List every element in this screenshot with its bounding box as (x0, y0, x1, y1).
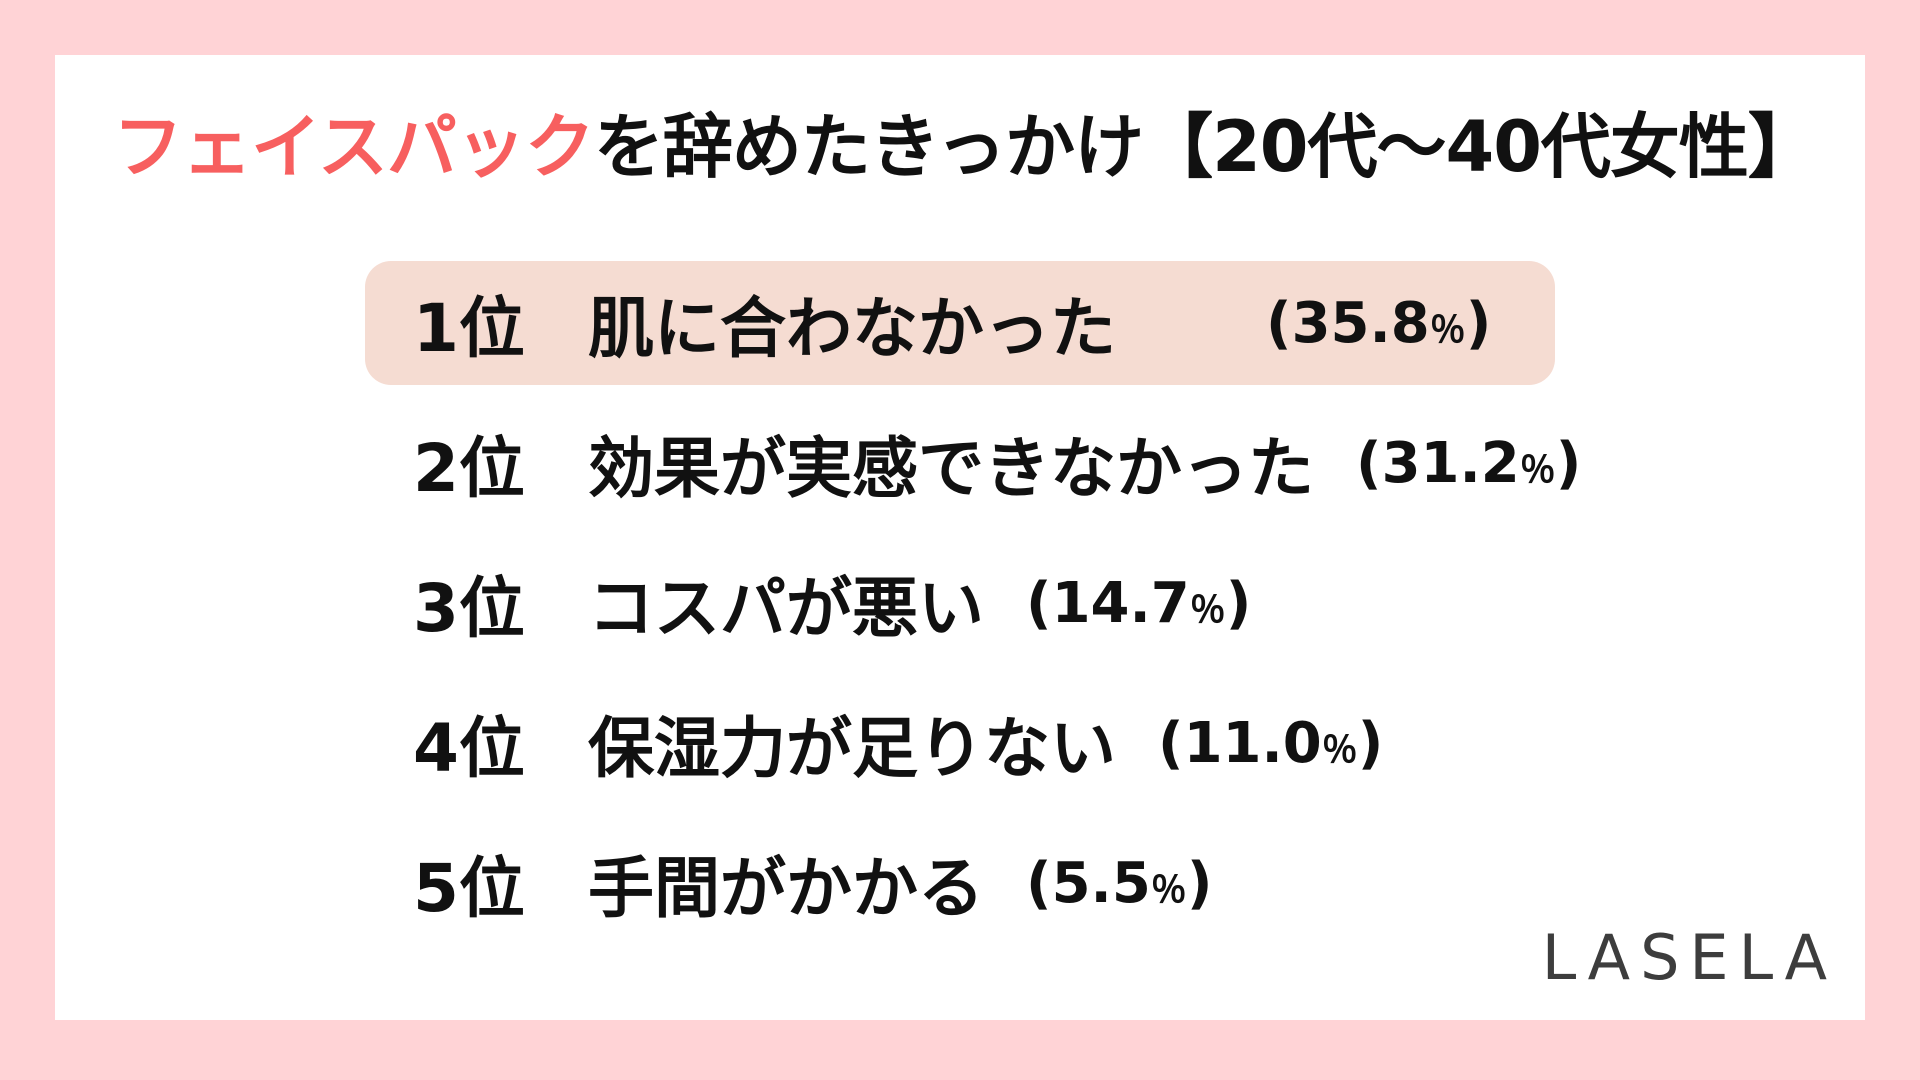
ranking-row-3: 3位 コスパが悪い (14.7％) (365, 541, 1555, 665)
rank-number: 2位 (413, 430, 525, 507)
ranking-row-5: 5位 手間がかかる (5.5％) (365, 821, 1555, 945)
rank-label: 保湿力が足りない (588, 710, 1116, 787)
rank-label: 肌に合わなかった (588, 290, 1116, 367)
ranking-row-4: 4位 保湿力が足りない (11.0％) (365, 681, 1555, 805)
ranking-row-2: 2位 効果が実感できなかった (31.2％) (365, 401, 1581, 525)
title-rest-text: を辞めたきっかけ【20代〜40代女性】 (593, 106, 1818, 188)
rank-number: 4位 (413, 710, 525, 787)
rank-label: 効果が実感できなかった (588, 430, 1314, 507)
title-highlighted-keyword: フェイスパック (113, 106, 595, 188)
rank-percentage: (5.5％) (1026, 850, 1213, 916)
rank-percentage: (11.0％) (1158, 710, 1384, 776)
content-card: フェイスパックを辞めたきっかけ【20代〜40代女性】 1位 肌に合わなかった (… (55, 55, 1865, 1020)
rank-label: コスパが悪い (588, 570, 984, 647)
rank-percentage: (35.8％) (1266, 290, 1492, 356)
rank-percentage: (14.7％) (1026, 570, 1252, 636)
lasela-brand-logo: LASELA (1541, 921, 1837, 994)
rank-number: 5位 (413, 850, 525, 927)
rank-number: 3位 (413, 570, 525, 647)
page-title: フェイスパックを辞めたきっかけ【20代〜40代女性】 (113, 106, 1818, 188)
rank-percentage: (31.2％) (1356, 430, 1582, 496)
ranking-list: 1位 肌に合わなかった (35.8％) 2位 効果が実感できなかった (31.2… (365, 261, 1581, 961)
ranking-row-1: 1位 肌に合わなかった (35.8％) (365, 261, 1555, 385)
rank-label: 手間がかかる (588, 850, 984, 927)
rank-number: 1位 (413, 290, 525, 367)
